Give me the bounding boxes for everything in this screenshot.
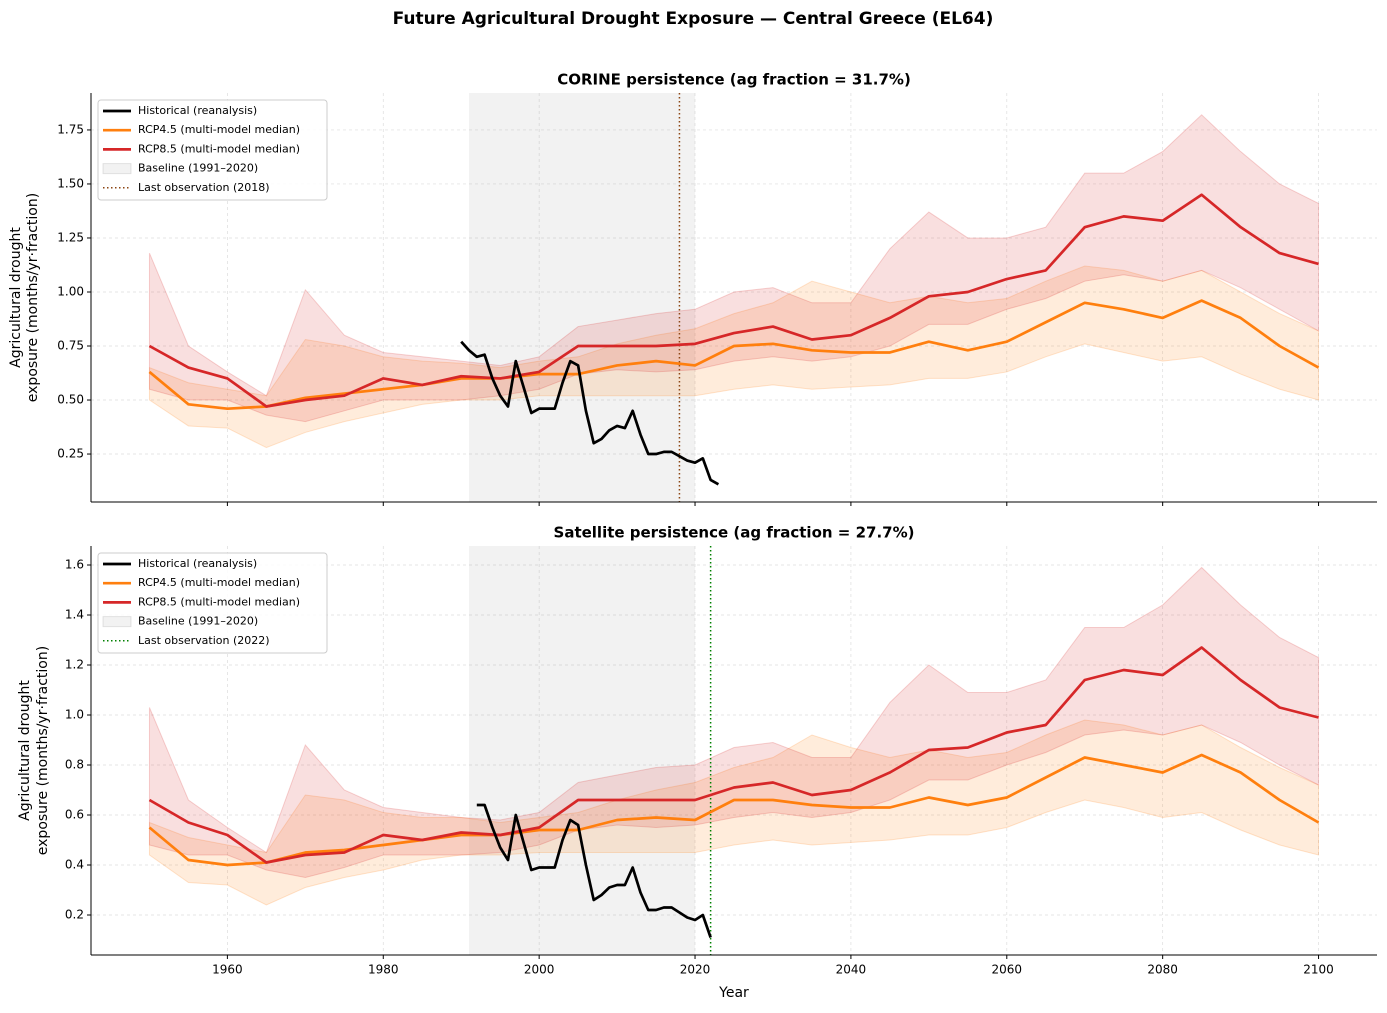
legend-box (97, 99, 328, 201)
y-axis-label: exposure (months/yr·fraction) (25, 193, 41, 402)
x-tick-label: 2040 (836, 963, 867, 977)
y-tick-label: 0.6 (65, 808, 84, 822)
x-axis-label: Year (718, 985, 749, 1001)
legend-label: Last observation (2022) (138, 634, 270, 647)
legend-label: Baseline (1991–2020) (138, 615, 258, 628)
legend-label: RCP8.5 (multi-model median) (138, 595, 300, 608)
series-line (148, 193, 1319, 408)
legend-label: Historical (reanalysis) (138, 104, 257, 117)
legend-swatch (102, 163, 132, 175)
plot-area (91, 546, 1377, 955)
figure-title: Future Agricultural Drought Exposure — C… (393, 9, 994, 29)
y-tick-label: 1.75 (57, 122, 84, 136)
y-tick-label: 0.75 (57, 339, 84, 353)
legend-label: RCP8.5 (multi-model median) (138, 142, 300, 155)
legend-label: RCP4.5 (multi-model median) (138, 576, 300, 589)
x-tick-label: 1960 (212, 963, 243, 977)
baseline-span (469, 546, 696, 955)
y-tick-label: 1.4 (65, 608, 84, 622)
baseline-span (469, 93, 696, 502)
y-tick-label: 0.8 (65, 758, 84, 772)
x-tick-label: 2100 (1303, 963, 1334, 977)
y-tick-label: 0.50 (57, 393, 84, 407)
y-tick-label: 1.0 (65, 708, 84, 722)
y-tick-label: 1.2 (65, 658, 84, 672)
uncertainty-band (148, 265, 1320, 449)
y-tick-label: 1.50 (57, 176, 84, 190)
x-tick-label: 2060 (992, 963, 1023, 977)
y-tick-label: 1.25 (57, 230, 84, 244)
x-tick-label: 1980 (368, 963, 399, 977)
y-axis-label: exposure (months/yr·fraction) (35, 646, 51, 855)
series-line (148, 753, 1320, 867)
legend-label: RCP4.5 (multi-model median) (138, 123, 300, 136)
y-tick-label: 0.2 (65, 908, 84, 922)
uncertainty-band (148, 114, 1320, 423)
legend-label: Last observation (2018) (138, 181, 270, 194)
plot-area (91, 93, 1377, 502)
axes-title: CORINE persistence (ag fraction = 31.7%) (557, 71, 911, 89)
series-line (148, 646, 1319, 864)
legend-box (97, 552, 328, 654)
x-tick-label: 2000 (524, 963, 555, 977)
uncertainty-band (148, 566, 1320, 879)
y-tick-label: 0.4 (65, 858, 84, 872)
y-axis-label: Agricultural drought (17, 680, 33, 821)
series-line (460, 340, 720, 486)
y-tick-label: 0.25 (57, 447, 84, 461)
uncertainty-band (148, 719, 1320, 906)
legend-swatch (102, 616, 132, 628)
legend-label: Baseline (1991–2020) (138, 162, 258, 175)
y-tick-label: 1.6 (65, 558, 84, 572)
series-line (148, 299, 1320, 411)
axes-title: Satellite persistence (ag fraction = 27.… (554, 524, 915, 542)
legend-label: Historical (reanalysis) (138, 557, 257, 570)
y-tick-label: 1.00 (57, 284, 84, 298)
x-tick-label: 2020 (680, 963, 711, 977)
x-tick-label: 2080 (1147, 963, 1178, 977)
series-line (476, 803, 712, 938)
y-axis-label: Agricultural drought (8, 227, 24, 368)
